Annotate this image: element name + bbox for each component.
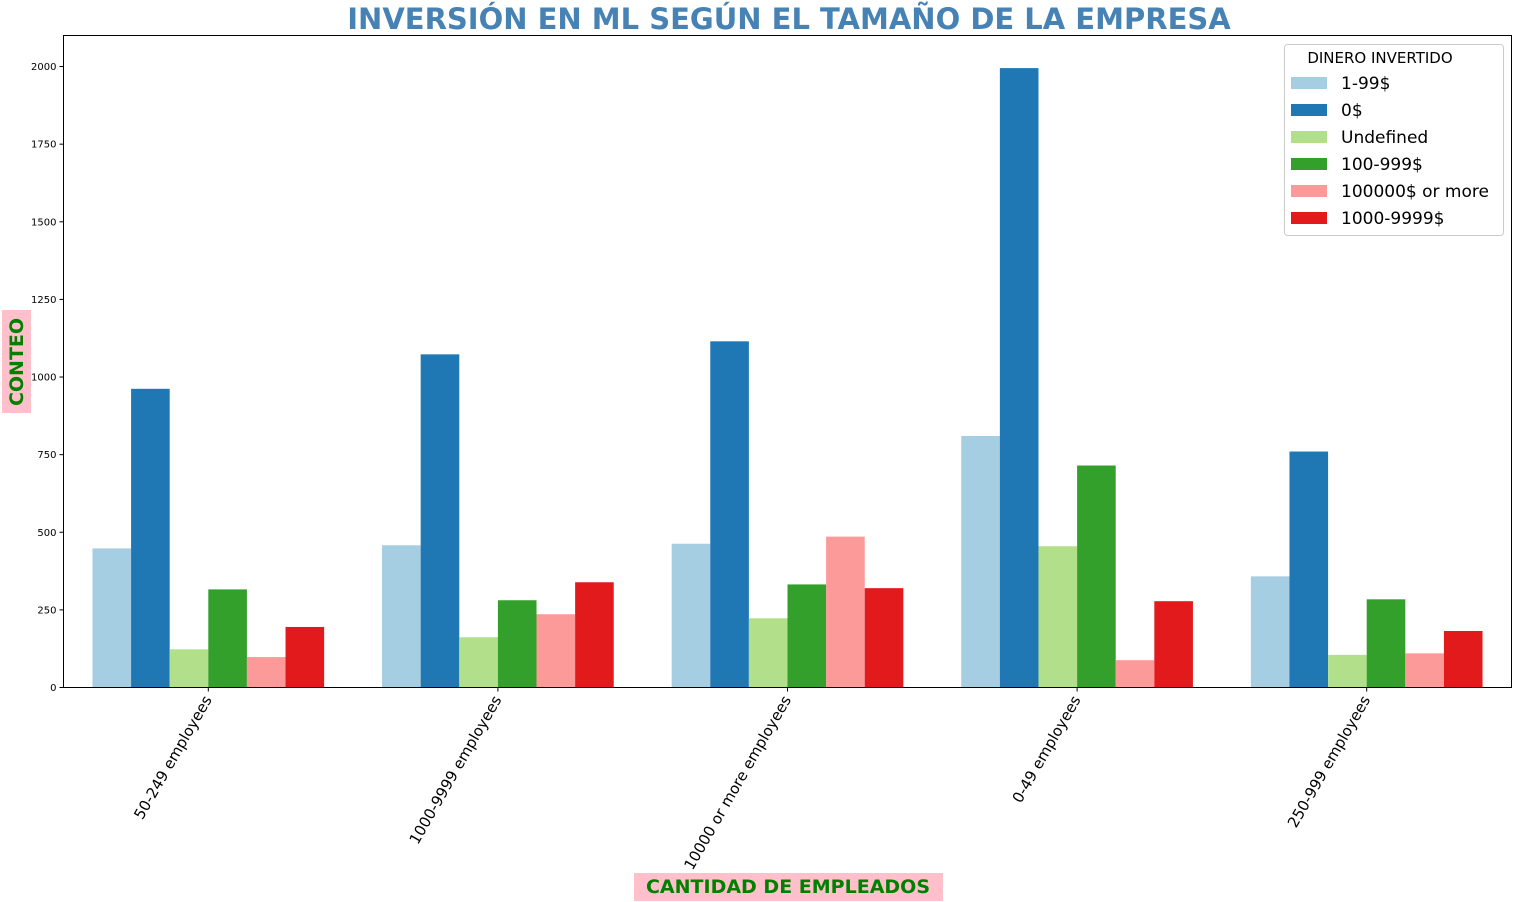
x-axis-ticks: 50-249 employees 1000-9999 employees 10000… bbox=[130, 687, 1374, 873]
bar-6-1 bbox=[285, 626, 325, 688]
x-axis-label: CANTIDAD DE EMPLEADOS bbox=[646, 876, 930, 898]
x-tick-label: 250-999 employees bbox=[1284, 692, 1374, 830]
bar-3-5 bbox=[1328, 654, 1367, 688]
y-tick-label: 250 bbox=[37, 605, 56, 616]
y-axis-label: CONTEO bbox=[6, 318, 28, 406]
bar-1-4 bbox=[961, 436, 1000, 688]
bar-3-3 bbox=[748, 618, 788, 688]
bar-4-1 bbox=[208, 589, 247, 688]
legend-swatch bbox=[1291, 77, 1327, 89]
y-tick-label: 1000 bbox=[31, 373, 56, 384]
x-tick-label: 0-49 employees bbox=[1009, 692, 1085, 806]
y-axis-ticks: 0 250 500 750 1000 1250 1500 1750 2000 bbox=[31, 62, 64, 694]
legend-frame bbox=[1284, 44, 1504, 236]
legend-label: 1000-9999$ bbox=[1341, 209, 1444, 229]
legend-label: Undefined bbox=[1341, 128, 1428, 148]
y-tick-label: 0 bbox=[50, 683, 56, 694]
bar-2-1 bbox=[131, 388, 170, 688]
y-tick-label: 1500 bbox=[31, 217, 56, 228]
bar-1-3 bbox=[671, 543, 711, 688]
bar-1-2 bbox=[382, 545, 421, 688]
bar-5-5 bbox=[1405, 653, 1444, 688]
x-axis-label-box bbox=[634, 873, 943, 901]
bar-1-1 bbox=[92, 548, 132, 688]
bar-6-2 bbox=[575, 582, 614, 688]
legend-label: 100-999$ bbox=[1341, 155, 1423, 175]
y-axis-label-box bbox=[2, 310, 31, 413]
x-tick-label: 10000 or more employees bbox=[680, 692, 795, 873]
plot-frame bbox=[63, 35, 1512, 688]
bar-3-1 bbox=[169, 649, 209, 688]
legend-label: 100000$ or more bbox=[1341, 182, 1489, 202]
bar-4-3 bbox=[787, 584, 827, 688]
legend-swatch bbox=[1291, 212, 1327, 224]
bar-3-4 bbox=[1038, 546, 1078, 688]
bar-2-5 bbox=[1289, 451, 1329, 688]
legend-swatch bbox=[1291, 104, 1327, 116]
legend-swatch bbox=[1291, 185, 1327, 197]
bar-5-2 bbox=[536, 614, 576, 688]
y-tick-label: 500 bbox=[37, 528, 56, 539]
bar-6-3 bbox=[864, 588, 904, 688]
bar-1-5 bbox=[1250, 576, 1290, 688]
chart-title: INVERSIÓN EN ML SEGÚN EL TAMAÑO DE LA EM… bbox=[347, 2, 1231, 36]
bar-2-2 bbox=[420, 354, 460, 688]
legend-swatch bbox=[1291, 131, 1327, 143]
bar-5-3 bbox=[826, 536, 865, 688]
legend-title: DINERO INVERTIDO bbox=[1307, 49, 1452, 67]
y-tick-label: 1750 bbox=[31, 140, 56, 151]
y-tick-label: 1250 bbox=[31, 295, 56, 306]
legend-label: 0$ bbox=[1341, 101, 1363, 121]
x-tick-label: 1000-9999 employees bbox=[406, 692, 506, 847]
legend-swatch bbox=[1291, 158, 1327, 170]
bar-4-5 bbox=[1366, 599, 1406, 688]
y-tick-label: 2000 bbox=[31, 62, 56, 73]
legend-label: 1-99$ bbox=[1341, 74, 1390, 94]
x-tick-label: 50-249 employees bbox=[130, 692, 216, 822]
bar-6-5 bbox=[1443, 630, 1483, 688]
bar-2-4 bbox=[999, 68, 1039, 688]
y-tick-label: 750 bbox=[37, 450, 56, 461]
bar-5-4 bbox=[1115, 660, 1155, 688]
bar-5-1 bbox=[246, 657, 286, 688]
bar-4-4 bbox=[1077, 465, 1116, 688]
legend: DINERO INVERTIDO 1-99$ 0$ Undefined 100-999… bbox=[1284, 44, 1504, 236]
bar-area bbox=[92, 68, 1483, 688]
bar-4-2 bbox=[497, 600, 537, 688]
bar-3-2 bbox=[459, 637, 498, 688]
bar-6-4 bbox=[1154, 601, 1193, 688]
bar-2-3 bbox=[710, 341, 749, 688]
